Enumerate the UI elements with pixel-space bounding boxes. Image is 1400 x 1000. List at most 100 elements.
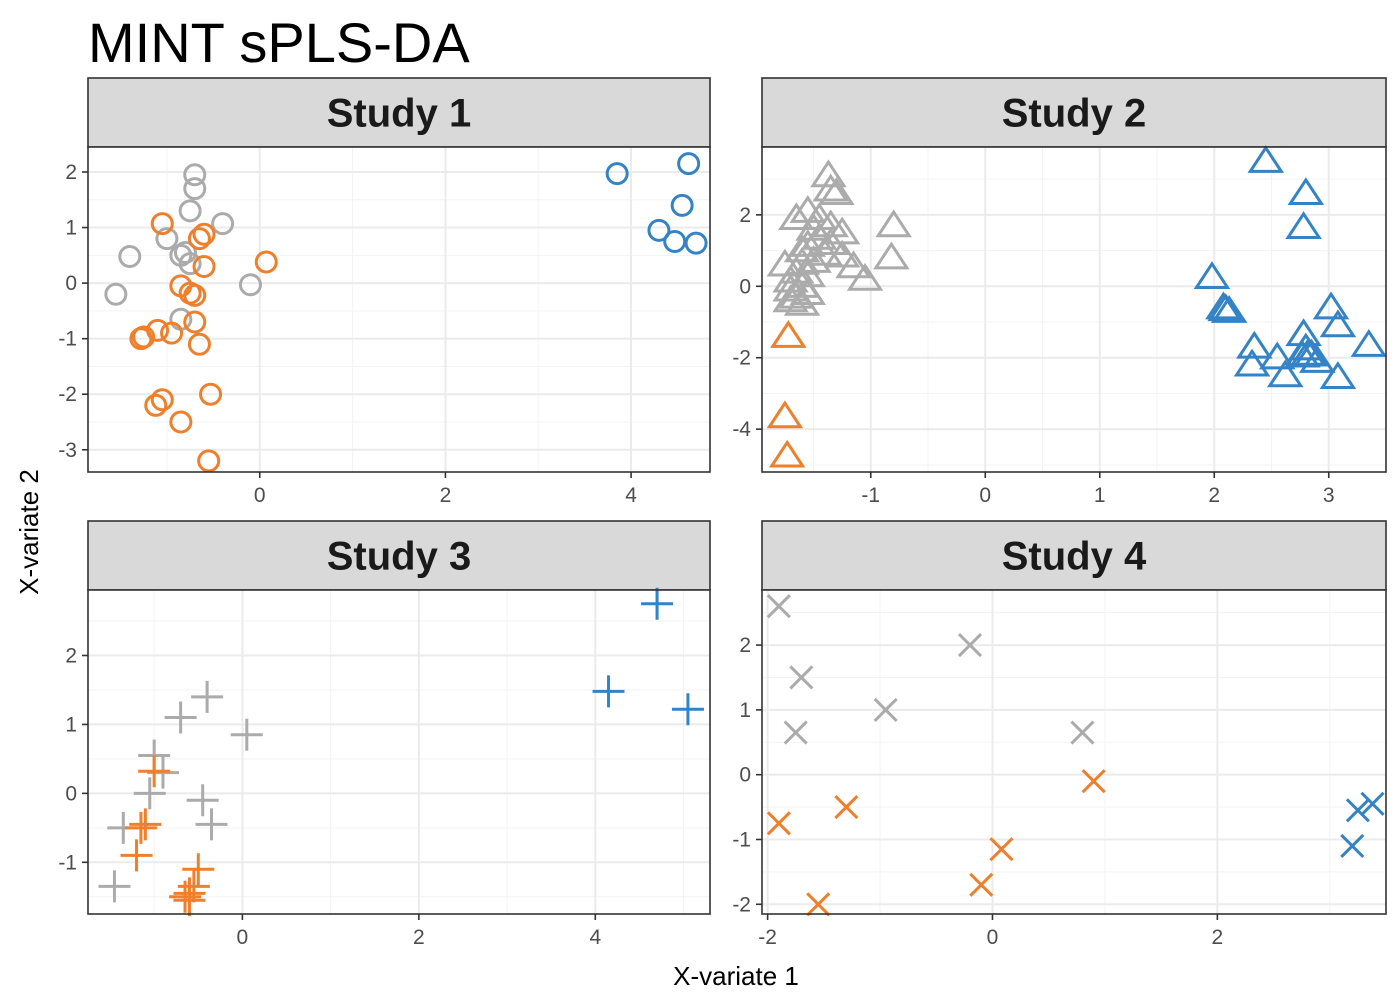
panel-border (87, 146, 711, 473)
data-point (834, 795, 859, 820)
data-point (670, 193, 694, 217)
data-point (873, 241, 910, 270)
data-point (199, 382, 223, 406)
plot-area (762, 147, 1386, 472)
panel-3: Study 3 0 2 4 -1 0 1 2 (58, 520, 711, 949)
data-point (98, 870, 131, 903)
y-tick-label: -1 (732, 828, 751, 851)
data-point (778, 202, 815, 231)
facet-strip-label: Study 1 (327, 92, 471, 136)
data-point (1312, 291, 1350, 320)
data-point (768, 439, 806, 468)
data-point (1360, 791, 1385, 816)
data-point (684, 231, 708, 255)
plot-area (88, 590, 710, 914)
panel-1: Study 1 0 2 4 -3 -2 -1 0 1 2 (58, 77, 711, 507)
data-point (1207, 293, 1244, 322)
data-point (766, 400, 804, 429)
plot-area (762, 590, 1386, 914)
x-tick-label: 3 (1323, 484, 1335, 507)
data-point (806, 892, 831, 917)
facet-strip (761, 77, 1387, 148)
data-point (169, 880, 202, 913)
y-axis-label: X-variate 2 (14, 469, 44, 595)
data-point (789, 665, 814, 690)
data-point (846, 262, 884, 291)
axis-ticks: 0 2 4 -1 0 1 2 (58, 644, 601, 949)
data-point (238, 273, 262, 297)
y-tick-label: 0 (739, 275, 751, 298)
data-point (873, 697, 898, 722)
data-point (989, 837, 1014, 862)
data-point (1299, 345, 1336, 373)
data-point (1193, 261, 1231, 289)
data-point (783, 720, 808, 745)
data-point (182, 853, 215, 886)
panel-4: Study 4 -2 0 2 -2 -1 0 1 2 (732, 520, 1387, 949)
data-point (1070, 720, 1095, 745)
data-point (818, 177, 855, 206)
y-tick-label: 1 (739, 699, 751, 722)
data-point (197, 449, 221, 473)
facet-strip (87, 77, 711, 148)
y-tick-label: 0 (65, 272, 77, 295)
x-tick-label: 4 (625, 484, 637, 507)
data-point (138, 755, 171, 788)
data-point (770, 320, 807, 348)
data-point (605, 162, 629, 186)
x-tick-label: 2 (413, 926, 425, 949)
data-point (178, 199, 202, 223)
panel-border (761, 589, 1387, 915)
x-tick-label: 1 (1094, 484, 1106, 507)
data-point (254, 250, 278, 274)
facet-strip-label: Study 3 (327, 535, 471, 579)
data-points (104, 152, 708, 473)
data-point (118, 244, 142, 268)
data-point (783, 287, 821, 316)
y-tick-label: -1 (58, 328, 77, 351)
data-points (766, 145, 1388, 468)
axis-ticks: -2 0 2 -2 -1 0 1 2 (732, 634, 1223, 949)
data-point (183, 177, 207, 201)
data-point (183, 283, 207, 307)
x-tick-label: 2 (1212, 926, 1224, 949)
x-tick-label: -1 (861, 484, 880, 507)
axis-ticks: -1 0 1 2 3 -4 -2 0 2 (732, 204, 1334, 507)
y-tick-label: 2 (65, 644, 77, 667)
data-point (124, 811, 157, 844)
data-points (98, 587, 704, 917)
data-point (183, 310, 207, 334)
data-point (195, 808, 228, 841)
data-point (1284, 339, 1321, 368)
x-tick-label: 0 (237, 926, 249, 949)
facet-strip-label: Study 2 (1002, 92, 1146, 136)
chart-title: MINT sPLS-DA (88, 11, 470, 74)
data-point (875, 209, 912, 238)
data-point (192, 254, 216, 278)
data-point (647, 218, 671, 242)
data-point (1350, 328, 1388, 357)
data-point (187, 332, 211, 356)
x-tick-label: 2 (440, 484, 452, 507)
data-point (671, 693, 704, 726)
data-point (812, 173, 849, 202)
facet-strip (761, 520, 1387, 591)
data-point (183, 163, 207, 187)
data-point (766, 811, 791, 836)
data-point (129, 327, 153, 351)
facet-strip-label: Study 4 (1002, 535, 1147, 579)
y-tick-label: -1 (58, 851, 77, 874)
x-tick-label: 2 (1208, 484, 1220, 507)
y-tick-label: 2 (739, 634, 751, 657)
y-tick-label: 0 (739, 764, 751, 787)
y-tick-label: -2 (732, 893, 751, 916)
data-point (150, 212, 174, 236)
data-point (104, 282, 128, 306)
data-point (150, 388, 174, 412)
gridlines (762, 147, 1387, 472)
data-point (169, 410, 193, 434)
data-point (1258, 341, 1296, 370)
data-point (1345, 798, 1370, 823)
